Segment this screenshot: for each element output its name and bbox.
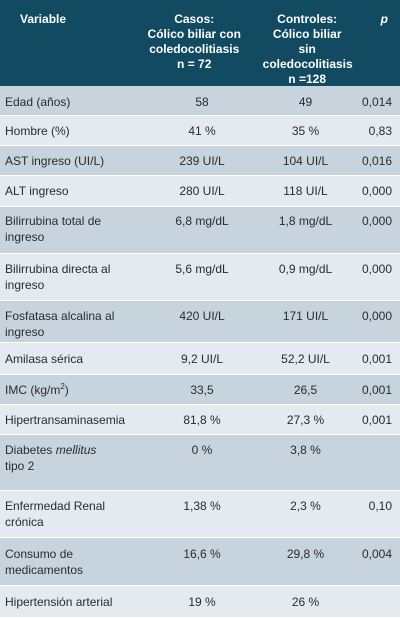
- table-header: Variable Casos: Cólico biliar con coledo…: [0, 0, 400, 86]
- cell-controles: 2,3 %: [290, 499, 321, 513]
- cell-casos: 420 UI/L: [179, 309, 225, 323]
- cell-controles: 104 UI/L: [282, 154, 329, 168]
- cell-casos: 33,5: [190, 383, 214, 397]
- header-casos: Casos: Cólico biliar con coledocolitiasi…: [147, 12, 241, 71]
- table-row: Bilirrubina total de ingreso 6,8 mg/dL 1…: [0, 207, 400, 254]
- cell-controles: 171 UI/L: [282, 309, 329, 323]
- cell-variable: Diabetes mellitus tipo 2: [5, 443, 97, 473]
- cell-p: 0,10: [368, 499, 392, 513]
- cell-controles: 29,8 %: [286, 547, 325, 561]
- cell-p: [350, 442, 400, 490]
- cell-casos: 0 %: [191, 443, 213, 457]
- cell-p: 0,014: [361, 95, 392, 109]
- cell-variable: IMC (kg/m2): [5, 382, 69, 398]
- cell-variable: Hipertransaminasemia: [5, 413, 126, 427]
- cell-controles: 49: [298, 95, 313, 109]
- cell-variable: Hombre (%): [5, 124, 70, 138]
- cell-controles: 1,8 mg/dL: [278, 214, 333, 228]
- cell-variable: ALT ingreso: [5, 184, 69, 198]
- table-row: Diabetes mellitus tipo 2 0 % 3,8 %: [0, 435, 400, 491]
- cell-controles: 3,8 %: [290, 443, 321, 457]
- header-variable: Variable: [20, 12, 67, 26]
- table-row: Enfermedad Renal crónica 1,38 % 2,3 % 0,…: [0, 491, 400, 538]
- cell-variable: Bilirrubina directa al ingreso: [5, 262, 111, 292]
- cell-casos: 280 UI/L: [179, 184, 225, 198]
- cell-casos: 1,38 %: [183, 499, 221, 513]
- cell-casos: 5,6 mg/dL: [175, 262, 229, 276]
- table-row: Amilasa sérica 9,2 UI/L 52,2 UI/L 0,001: [0, 343, 400, 375]
- cell-p: 0,000: [361, 262, 392, 276]
- cell-variable: Hipertensión arterial: [5, 595, 113, 609]
- table-row: Hipertensión arterial 19 % 26 %: [0, 586, 400, 618]
- cell-controles: 26 %: [291, 595, 320, 609]
- cell-p: 0,000: [361, 214, 392, 228]
- table-row: ALT ingreso 280 UI/L 118 UI/L 0,000: [0, 176, 400, 207]
- cell-casos: 58: [195, 95, 209, 109]
- cell-casos: 19 %: [188, 595, 216, 609]
- cell-casos: 16,6 %: [183, 547, 221, 561]
- cell-casos: 9,2 UI/L: [180, 352, 224, 366]
- cell-p: 0,001: [361, 413, 392, 427]
- cell-casos: 6,8 mg/dL: [175, 214, 229, 228]
- cell-controles: 0,9 mg/dL: [278, 262, 333, 276]
- table-row: Fosfatasa alcalina al ingreso 420 UI/L 1…: [0, 301, 400, 343]
- cell-variable: AST ingreso (UI/L): [5, 154, 105, 168]
- cell-variable: Consumo de medicamentos: [5, 547, 84, 577]
- cell-p: 0,000: [361, 309, 392, 323]
- cell-controles: 27,3 %: [286, 413, 325, 427]
- cell-controles: 118 UI/L: [283, 184, 328, 198]
- cell-variable: Edad (años): [5, 95, 71, 109]
- cell-p: 0,016: [361, 154, 392, 168]
- cell-variable: Amilasa sérica: [5, 352, 84, 366]
- cell-p: [350, 594, 400, 617]
- table-row: Edad (años) 58 49 0,014: [0, 86, 400, 116]
- cell-p: 0,001: [361, 352, 392, 366]
- cell-controles: 35 %: [291, 124, 320, 138]
- cell-p: 0,83: [368, 124, 392, 138]
- cell-variable: Enfermedad Renal crónica: [5, 499, 106, 529]
- table-row: Hombre (%) 41 % 35 % 0,83: [0, 116, 400, 146]
- header-controles: Controles: Cólico biliar sin coledocolit…: [262, 12, 353, 86]
- table-row: Bilirrubina directa al ingreso 5,6 mg/dL…: [0, 254, 400, 301]
- cell-casos: 81,8 %: [183, 413, 221, 427]
- cell-variable: Fosfatasa alcalina al ingreso: [5, 309, 115, 339]
- cell-controles: 52,2 UI/L: [281, 352, 330, 366]
- table-row: AST ingreso (UI/L) 239 UI/L 104 UI/L 0,0…: [0, 146, 400, 176]
- table-row: Hipertransaminasemia 81,8 % 27,3 % 0,001: [0, 405, 400, 435]
- table-row: Consumo de medicamentos 16,6 % 29,8 % 0,…: [0, 538, 400, 586]
- cell-p: 0,000: [361, 184, 392, 198]
- cell-p: 0,001: [361, 383, 392, 397]
- header-p: p: [380, 12, 388, 26]
- table-row: IMC (kg/m2) 33,5 26,5 0,001: [0, 375, 400, 405]
- cell-p: 0,004: [361, 547, 392, 561]
- cell-controles: 26,5: [293, 383, 318, 397]
- cell-casos: 41 %: [188, 124, 216, 138]
- cell-casos: 239 UI/L: [179, 154, 225, 168]
- cell-variable: Bilirrubina total de ingreso: [5, 214, 102, 244]
